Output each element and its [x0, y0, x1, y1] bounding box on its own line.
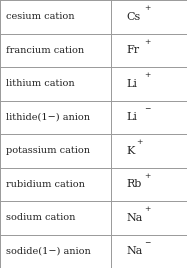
Text: K: K — [126, 146, 135, 156]
Text: sodium cation: sodium cation — [6, 213, 75, 222]
Text: lithium cation: lithium cation — [6, 79, 74, 88]
Text: −: − — [144, 239, 150, 247]
Text: cesium cation: cesium cation — [6, 12, 74, 21]
Text: +: + — [144, 38, 150, 46]
Text: +: + — [144, 4, 150, 12]
Text: sodide(1−) anion: sodide(1−) anion — [6, 247, 90, 256]
Text: Li: Li — [126, 79, 137, 89]
Text: Na: Na — [126, 213, 143, 223]
Text: Li: Li — [126, 112, 137, 122]
Text: Fr: Fr — [126, 45, 139, 55]
Text: +: + — [137, 138, 143, 146]
Text: francium cation: francium cation — [6, 46, 84, 55]
Text: +: + — [144, 205, 150, 213]
Text: lithide(1−) anion: lithide(1−) anion — [6, 113, 90, 122]
Text: potassium cation: potassium cation — [6, 146, 90, 155]
Text: Na: Na — [126, 246, 143, 256]
Text: +: + — [144, 71, 150, 79]
Text: rubidium cation: rubidium cation — [6, 180, 85, 189]
Text: −: − — [144, 105, 150, 113]
Text: Rb: Rb — [126, 179, 142, 189]
Text: Cs: Cs — [126, 12, 140, 22]
Text: +: + — [144, 172, 150, 180]
